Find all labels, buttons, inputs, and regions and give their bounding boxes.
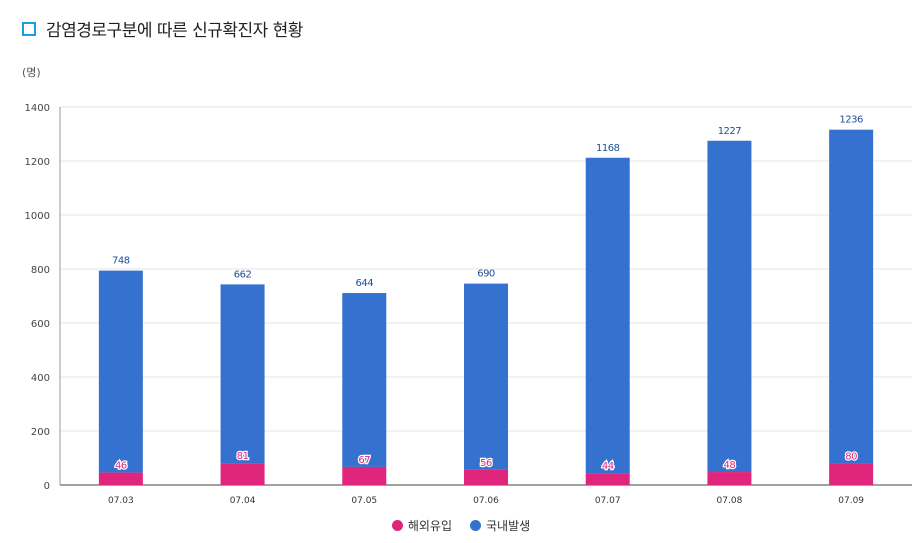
data-label-imported: 44 <box>602 461 614 472</box>
y-tick-label: 600 <box>31 319 50 330</box>
bar-imported <box>220 463 265 485</box>
y-tick-label: 0 <box>44 481 50 492</box>
legend-dot-domestic-icon <box>470 520 481 531</box>
data-label-domestic: 748 <box>112 256 130 267</box>
x-tick-label: 07.06 <box>473 496 499 506</box>
y-tick-label: 1400 <box>25 103 50 114</box>
bar-domestic <box>220 284 265 464</box>
chart-legend: 해외유입 국내발생 <box>0 517 922 534</box>
chart-title-row: 감염경로구분에 따른 신규확진자 현황 <box>22 16 303 41</box>
data-label-imported: 48 <box>724 460 736 471</box>
bar-domestic <box>585 157 630 474</box>
x-tick-label: 07.05 <box>351 496 377 506</box>
bar-domestic <box>829 129 874 464</box>
bar-domestic <box>342 293 387 467</box>
bar-imported <box>464 469 508 485</box>
y-tick-label: 800 <box>31 265 50 276</box>
y-axis-unit-label: (명) <box>22 66 41 79</box>
y-tick-label: 400 <box>31 373 50 384</box>
x-tick-label: 07.08 <box>717 496 743 506</box>
x-tick-label: 07.04 <box>230 496 256 506</box>
data-label-imported: 81 <box>237 451 249 462</box>
data-label-domestic: 690 <box>477 269 495 280</box>
bar-imported <box>98 472 143 485</box>
data-label-imported: 67 <box>358 455 370 466</box>
legend-item-domestic[interactable]: 국내발생 <box>470 517 530 534</box>
bar-imported <box>342 466 387 485</box>
legend-dot-imported-icon <box>391 520 403 531</box>
y-tick-label: 200 <box>31 427 50 438</box>
legend-label-domestic: 국내발생 <box>486 519 531 533</box>
data-label-domestic: 662 <box>234 269 252 280</box>
y-tick-label: 1000 <box>25 211 50 222</box>
legend-label-imported: 해외유입 <box>407 519 452 533</box>
bar-imported <box>707 472 752 485</box>
data-label-domestic: 1236 <box>839 115 863 126</box>
data-label-domestic: 1227 <box>718 126 742 137</box>
bar-domestic <box>464 283 508 470</box>
y-tick-label: 1200 <box>25 157 50 168</box>
stacked-bar-chart: 0 200 400 600 800 1000 1200 1400 748 46 07.03 662 81… <box>25 103 912 506</box>
x-tick-label: 07.07 <box>595 496 621 506</box>
bar-imported <box>829 463 874 485</box>
data-label-domestic: 644 <box>355 278 373 289</box>
x-tick-label: 07.03 <box>108 496 134 506</box>
data-label-imported: 56 <box>480 458 492 469</box>
data-label-imported: 46 <box>115 461 127 472</box>
bar-domestic <box>707 140 752 473</box>
bar-imported <box>585 473 630 485</box>
legend-item-imported[interactable]: 해외유입 <box>391 517 452 534</box>
chart-title: 감염경로구분에 따른 신규확진자 현황 <box>46 21 303 41</box>
data-label-domestic: 1168 <box>596 143 620 154</box>
title-square-icon <box>22 21 36 36</box>
x-tick-label: 07.09 <box>838 496 864 506</box>
data-label-imported: 80 <box>845 451 857 462</box>
bar-domestic <box>98 270 143 473</box>
